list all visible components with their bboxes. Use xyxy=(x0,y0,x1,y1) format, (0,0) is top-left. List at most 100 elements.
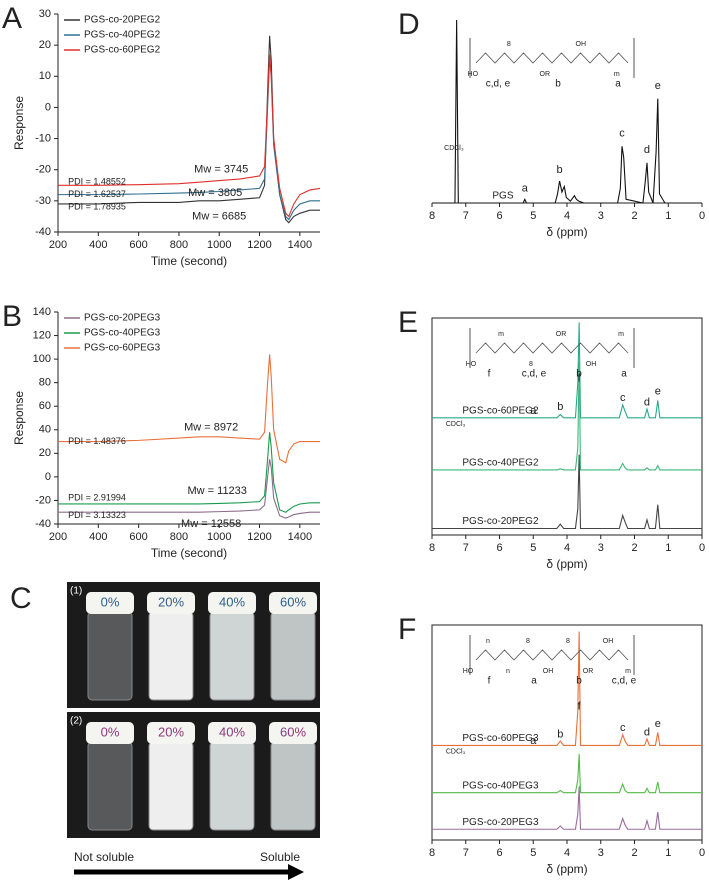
series-line xyxy=(432,631,702,746)
series-label: PGS-co-20PEG2 xyxy=(462,516,539,527)
vial-cap xyxy=(147,722,195,744)
x-tick-label: 800 xyxy=(170,239,188,251)
structure-text: m xyxy=(618,331,624,338)
annotation: Mw = 3805 xyxy=(188,187,242,199)
series-label: PGS-co-40PEG2 xyxy=(462,458,539,469)
annotation: c xyxy=(620,722,626,734)
annotation: c xyxy=(620,392,626,404)
structure-text: OH xyxy=(543,668,554,675)
series-line xyxy=(432,322,702,419)
annotation: b xyxy=(557,401,563,413)
structure-text: 8 xyxy=(529,361,533,368)
x-tick-label: 2 xyxy=(631,210,637,222)
annotation: e xyxy=(655,718,661,730)
x-tick-label: 0 xyxy=(699,210,705,222)
y-tick-label: 10 xyxy=(39,70,51,82)
x-tick-label: 200 xyxy=(49,531,67,543)
structure-mark: b xyxy=(555,79,561,90)
x-axis-label: Time (second) xyxy=(151,546,227,560)
y-tick-label: 30 xyxy=(39,8,51,20)
series-label: PGS-co-60PEG2 xyxy=(462,405,539,416)
x-tick-label: 5 xyxy=(530,847,536,859)
x-tick-label: 0 xyxy=(699,847,705,859)
annotation: d xyxy=(644,726,650,738)
annotation: e xyxy=(655,386,661,398)
y-tick-label: 60 xyxy=(39,400,51,412)
y-axis-label: Response xyxy=(12,391,26,445)
x-tick-label: 1400 xyxy=(288,239,312,251)
annotation: Mw = 12558 xyxy=(181,518,241,530)
y-tick-label: -40 xyxy=(35,518,51,530)
y-axis-label: Response xyxy=(12,96,26,150)
vial-label: 60% xyxy=(280,594,306,609)
structure-text: 8 xyxy=(507,41,511,48)
panel-label: B xyxy=(2,300,22,333)
structure-text: OR xyxy=(556,331,567,338)
series-line xyxy=(432,786,702,830)
series-line xyxy=(58,432,320,513)
structure-mark: b xyxy=(576,676,582,687)
structure-mark: f xyxy=(488,676,491,687)
annotation: PDI = 2.91994 xyxy=(68,492,126,502)
x-tick-label: 1200 xyxy=(247,239,271,251)
vial-cap xyxy=(269,592,317,614)
panel-label: D xyxy=(398,8,420,41)
annotation: PDI = 3.13323 xyxy=(68,510,126,520)
x-tick-label: 800 xyxy=(170,531,188,543)
x-tick-label: 4 xyxy=(564,542,570,554)
structure-text: HO xyxy=(463,668,474,675)
y-tick-label: 0 xyxy=(45,101,51,113)
structure-mark: c,d, e xyxy=(612,676,637,687)
structure-text: n xyxy=(486,638,490,645)
arrow-left-label: Not soluble xyxy=(74,850,134,864)
y-tick-label: 20 xyxy=(39,447,51,459)
vial-body xyxy=(270,741,316,831)
x-tick-label: 3 xyxy=(598,542,604,554)
vial-cap xyxy=(147,592,195,614)
legend-label: PGS-co-20PEG3 xyxy=(84,313,161,324)
annotation: a xyxy=(530,735,537,747)
y-tick-label: 20 xyxy=(39,39,51,51)
structure-text: m xyxy=(498,331,504,338)
structure-text: OH xyxy=(586,361,597,368)
y-tick-label: -40 xyxy=(35,226,51,238)
structure-text: OH xyxy=(576,41,587,48)
annotation: Mw = 6685 xyxy=(192,210,246,222)
legend-label: PGS-co-60PEG3 xyxy=(84,343,161,354)
annotation: Mw = 11233 xyxy=(188,485,247,497)
series-label: PGS xyxy=(492,191,513,202)
structure-bond xyxy=(475,52,629,64)
x-axis-label: Time (second) xyxy=(151,254,227,268)
y-tick-label: 120 xyxy=(33,329,51,341)
series-label: PGS-co-20PEG3 xyxy=(462,817,539,828)
y-tick-label: -30 xyxy=(35,195,51,207)
annotation: Mw = 8972 xyxy=(184,421,238,433)
arrow-head xyxy=(288,864,304,880)
structure-text: m xyxy=(625,668,631,675)
x-axis-label: δ (ppm) xyxy=(546,225,587,239)
structure-bond xyxy=(475,649,629,661)
annotation: a xyxy=(530,405,537,417)
series-label: PGS-co-60PEG3 xyxy=(462,733,539,744)
structure-text: HO xyxy=(466,361,477,368)
series-line xyxy=(58,35,320,224)
structure-text: 8 xyxy=(566,638,570,645)
plot-frame xyxy=(431,317,703,536)
annotation: d xyxy=(644,397,650,409)
structure-text: HO xyxy=(468,71,479,78)
vial-label: 40% xyxy=(219,594,245,609)
annotation: b xyxy=(557,729,563,741)
x-tick-label: 5 xyxy=(530,210,536,222)
annotation: d xyxy=(644,144,650,156)
structure-mark: c,d, e xyxy=(486,79,511,90)
vial-label: 20% xyxy=(158,594,184,609)
x-tick-label: 6 xyxy=(496,542,502,554)
x-tick-label: 600 xyxy=(129,531,147,543)
vial-body xyxy=(87,741,133,831)
x-axis-label: δ (ppm) xyxy=(546,557,587,571)
vial-cap xyxy=(208,592,256,614)
vial-label: 60% xyxy=(280,724,306,739)
series-line xyxy=(58,54,321,218)
x-tick-label: 3 xyxy=(598,847,604,859)
x-tick-label: 8 xyxy=(429,542,435,554)
